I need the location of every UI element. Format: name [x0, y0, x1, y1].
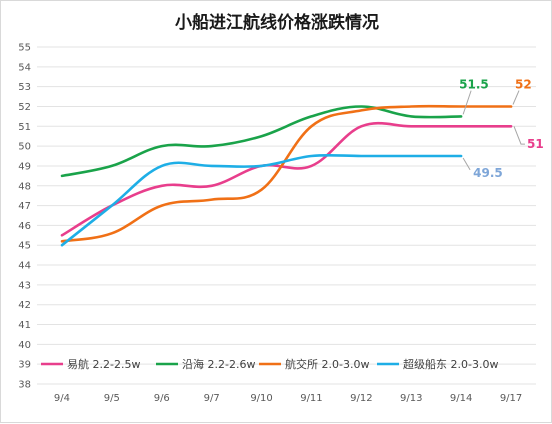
y-tick-label: 49 — [18, 161, 31, 172]
x-tick-label: 9/7 — [204, 393, 220, 404]
end-label-leader — [462, 157, 471, 171]
end-labels: 51 51.5 52 49.5 — [459, 78, 544, 180]
series-line — [60, 121, 513, 237]
end-label-leader — [462, 90, 472, 115]
x-tick-label: 9/6 — [154, 393, 170, 404]
legend-entry: 沿海 2.2-2.6w — [182, 357, 255, 371]
y-tick-label: 55 — [18, 43, 31, 54]
legend-entry: 超级船东 2.0-3.0w — [403, 357, 498, 371]
series-lines — [60, 104, 513, 247]
y-tick-label: 41 — [18, 320, 31, 331]
x-tick-label: 9/13 — [400, 393, 422, 404]
x-tick-label: 9/17 — [500, 393, 522, 404]
legend-entry: 易航 2.2-2.5w — [67, 357, 140, 371]
chart-title: 小船进江航线价格涨跌情况 — [175, 12, 379, 33]
y-tick-label: 46 — [18, 221, 31, 232]
end-label: 51 — [527, 137, 544, 151]
grid-lines — [37, 46, 536, 385]
y-tick-label: 39 — [18, 360, 31, 371]
y-tick-label: 48 — [18, 181, 31, 192]
x-tick-label: 9/10 — [250, 393, 272, 404]
y-tick-label: 51 — [18, 122, 31, 133]
y-tick-label: 45 — [18, 241, 31, 252]
y-tick-label: 50 — [18, 142, 31, 153]
y-tick-label: 38 — [18, 380, 31, 391]
series-line — [60, 153, 463, 247]
y-tick-label: 40 — [18, 340, 31, 351]
y-tick-label: 43 — [18, 280, 31, 291]
end-label-leader — [513, 126, 525, 145]
y-axis-ticks: 38 39 40 41 42 43 44 45 46 47 48 49 50 51 52 53 54 55 — [18, 43, 31, 391]
x-axis-ticks: 9/4 9/5 9/6 9/7 9/10 9/11 9/12 9/13 9/14 9/17 — [54, 393, 522, 404]
x-tick-label: 9/12 — [350, 393, 372, 404]
end-label: 52 — [515, 78, 532, 92]
y-tick-label: 47 — [18, 201, 31, 212]
end-label: 51.5 — [459, 78, 489, 92]
series-line — [60, 104, 513, 243]
legend-entry: 航交所 2.0-3.0w — [285, 357, 369, 371]
y-tick-label: 42 — [18, 300, 31, 311]
x-tick-label: 9/4 — [54, 393, 70, 404]
end-label-leader — [512, 90, 520, 105]
x-tick-label: 9/14 — [450, 393, 472, 404]
legend: 易航 2.2-2.5w 沿海 2.2-2.6w 航交所 2.0-3.0w 超级船东 2… — [41, 357, 498, 371]
y-tick-label: 44 — [18, 261, 31, 272]
y-tick-label: 53 — [18, 82, 31, 93]
y-tick-label: 54 — [18, 62, 31, 73]
series-line — [60, 105, 463, 178]
end-label: 49.5 — [473, 166, 503, 180]
x-tick-label: 9/11 — [300, 393, 322, 404]
x-tick-label: 9/5 — [104, 393, 120, 404]
y-tick-label: 52 — [18, 102, 31, 113]
